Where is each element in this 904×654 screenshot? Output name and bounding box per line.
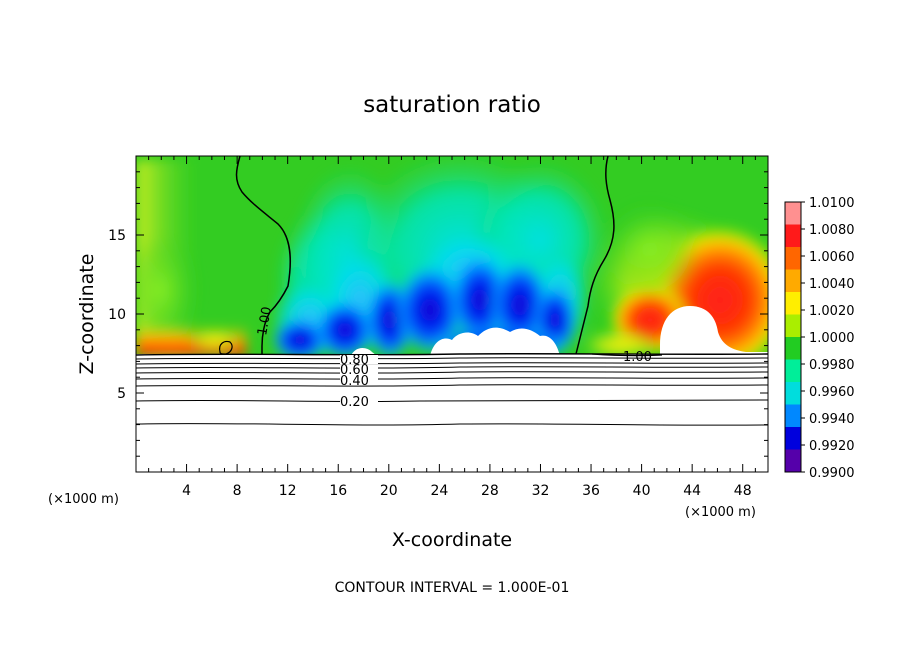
colorbar-swatch <box>785 314 801 338</box>
x-tick-label: 28 <box>481 483 499 499</box>
colorbar-swatch <box>785 202 801 225</box>
colorbar-swatch <box>785 269 801 293</box>
colorbar-tick-label: 1.0040 <box>809 277 855 292</box>
x-tick-label: 44 <box>683 483 701 499</box>
x-tick-label: 40 <box>633 483 651 499</box>
contour-label-100-left: 1.00 <box>255 306 275 337</box>
colorbar-swatch <box>785 404 801 428</box>
contour-label-020: 0.20 <box>340 395 369 410</box>
contour-lines-unity <box>219 156 663 357</box>
colorbar-swatch <box>785 427 801 450</box>
x-tick-label: 12 <box>279 483 297 499</box>
colorbar-swatch <box>785 292 801 315</box>
x-tick-label: 32 <box>532 483 550 499</box>
contour-labels: 0.80 0.60 0.40 0.20 1.00 1.00 <box>255 306 652 410</box>
plot-area: 0.80 0.60 0.40 0.20 1.00 1.00 <box>136 156 768 472</box>
x-tick-label: 16 <box>329 483 347 499</box>
colorbar-swatch <box>785 382 801 405</box>
x-tick-label: 36 <box>582 483 600 499</box>
colorbar-tick-label: 0.9980 <box>809 358 855 373</box>
y-axis: 5 10 15 <box>108 171 768 457</box>
colorbar-tick-label: 1.0020 <box>809 304 855 319</box>
y-tick-label: 5 <box>117 386 126 402</box>
contour-label-060: 0.60 <box>340 363 369 378</box>
colorbar-tick-label: 0.9900 <box>809 466 855 481</box>
contour-label-040: 0.40 <box>340 374 369 389</box>
saturated-regions <box>350 306 768 360</box>
y-axis-label: Z-coordinate <box>76 254 98 375</box>
colorbar-tick-label: 0.9960 <box>809 385 855 400</box>
x-unit-label-right: (×1000 m) <box>685 505 756 520</box>
x-axis: 4 8 12 16 20 24 28 32 36 40 44 48 <box>148 156 756 499</box>
contour-label-100-right: 1.00 <box>623 350 652 365</box>
colorbar-swatch <box>785 337 801 360</box>
x-tick-label: 20 <box>380 483 398 499</box>
y-tick-label: 10 <box>108 307 126 323</box>
colorbar-swatch <box>785 449 801 473</box>
x-unit-label-left: (×1000 m) <box>48 492 119 507</box>
ground-region <box>136 354 768 472</box>
colorbar-tick-label: 0.9940 <box>809 412 855 427</box>
colorbar-tick-label: 1.0080 <box>809 223 855 238</box>
x-tick-label: 48 <box>734 483 752 499</box>
field-color-blobs <box>136 156 768 375</box>
colorbar-swatch <box>785 359 801 383</box>
colorbar-tick-label: 0.9920 <box>809 439 855 454</box>
colorbar-tick-label: 1.0100 <box>809 196 855 211</box>
contour-label-080: 0.80 <box>340 353 369 368</box>
colorbar-swatch <box>785 224 801 248</box>
contour-lines-lower <box>136 353 768 426</box>
chart-title: saturation ratio <box>363 92 541 118</box>
colorbar: 1.0100 1.0080 1.0060 1.0040 1.0020 1.0000 0.99… <box>784 196 855 481</box>
x-tick-label: 4 <box>182 483 191 499</box>
y-tick-label: 15 <box>108 228 126 244</box>
colorbar-tick-label: 1.0060 <box>809 250 855 265</box>
x-axis-label: X-coordinate <box>392 529 512 551</box>
contour-interval-note: CONTOUR INTERVAL = 1.000E-01 <box>335 580 570 596</box>
x-tick-label: 8 <box>233 483 242 499</box>
colorbar-swatch <box>785 247 801 270</box>
colorbar-tick-label: 1.0000 <box>809 331 855 346</box>
x-tick-label: 24 <box>430 483 448 499</box>
